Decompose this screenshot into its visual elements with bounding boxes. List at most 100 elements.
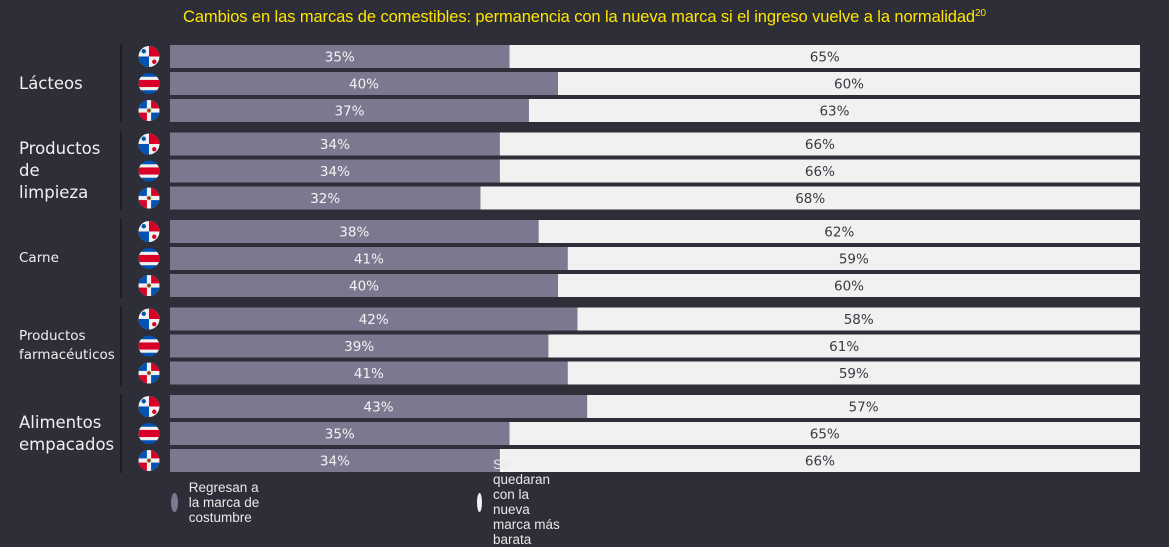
bar-segment-return — [170, 334, 549, 358]
flag-do-icon — [138, 187, 160, 209]
bar-segment-stay — [509, 45, 1140, 68]
data-label-stay: 58% — [844, 312, 874, 328]
group-divider — [120, 306, 122, 386]
bar-segment-stay — [499, 159, 1140, 183]
legend-swatch-return — [171, 492, 178, 512]
group-label-line: Productos — [19, 139, 101, 158]
bar-segment-return — [170, 361, 568, 385]
data-label-stay: 59% — [839, 252, 869, 268]
bar-segment-stay — [499, 132, 1140, 156]
data-label-return: 40% — [349, 279, 379, 295]
bar-segment-return — [170, 132, 500, 156]
group-label-line: Lácteos — [19, 73, 83, 93]
data-label-return: 34% — [320, 164, 350, 180]
bar-segment-stay — [548, 334, 1140, 358]
flag-cr-icon — [138, 423, 160, 444]
legend-item-return: Regresan a la marca de costumbre — [171, 480, 264, 525]
flag-do-icon — [138, 275, 160, 296]
stacked-bar-chart: 35% 65% 40% 60% 37% 63% 34% 66% 34% 66% 32% 68% 38% 6… — [120, 44, 1140, 473]
group-divider — [120, 131, 122, 211]
bar-segment-return — [170, 45, 510, 68]
flag-pa-icon — [138, 308, 160, 330]
flag-do-icon — [138, 450, 160, 471]
group-label: Productos de limpieza — [19, 138, 100, 204]
bar-segment-return — [170, 274, 558, 297]
flag-pa-icon — [138, 221, 160, 242]
flag-cr-icon — [138, 335, 160, 357]
group-label: Productos farmacéuticos — [19, 327, 115, 365]
group-divider — [120, 219, 122, 298]
data-label-stay: 60% — [834, 77, 864, 93]
group-label: Alimentos empacados — [19, 412, 114, 456]
bar-segment-stay — [499, 449, 1140, 472]
bar-segment-stay — [577, 307, 1140, 331]
group-divider — [120, 394, 122, 473]
data-label-stay: 65% — [810, 50, 840, 66]
flag-do-icon — [138, 100, 160, 121]
group-label-line: Carne — [19, 250, 59, 266]
data-label-return: 41% — [354, 252, 384, 268]
legend-swatch-stay — [477, 492, 482, 512]
bar-segment-return — [170, 159, 500, 183]
data-label-return: 39% — [344, 339, 374, 355]
data-label-stay: 59% — [839, 366, 869, 382]
flag-do-icon — [138, 362, 160, 384]
chart-title-text: Cambios en las marcas de comestibles: pe… — [183, 8, 976, 26]
data-label-stay: 63% — [819, 104, 849, 120]
data-label-return: 32% — [310, 191, 340, 207]
bar-segment-stay — [567, 247, 1140, 270]
legend-item-stay: Se quedaran con la nueva marca más barat… — [477, 457, 564, 547]
data-label-stay: 65% — [810, 427, 840, 443]
group-label-line: de — [19, 161, 40, 180]
flag-pa-icon — [138, 133, 160, 155]
data-label-return: 34% — [320, 454, 350, 470]
data-label-return: 40% — [349, 77, 379, 93]
data-label-stay: 61% — [829, 339, 859, 355]
bar-segment-stay — [558, 72, 1140, 95]
data-label-stay: 68% — [795, 191, 825, 207]
bar-segment-return — [170, 72, 558, 95]
bar-segment-stay — [538, 220, 1140, 243]
group-divider — [120, 44, 122, 123]
bar-segment-stay — [509, 422, 1140, 445]
data-label-stay: 57% — [849, 400, 879, 416]
bar-segment-return — [170, 99, 529, 122]
group-label-line: farmacéuticos — [19, 347, 115, 363]
group-label: Carne — [19, 249, 59, 268]
data-label-stay: 62% — [824, 225, 854, 241]
legend-label-stay: Se quedaran con la nueva marca más barat… — [493, 457, 560, 547]
bar-segment-return — [170, 220, 539, 243]
data-label-return: 41% — [354, 366, 384, 382]
bar-segment-stay — [528, 99, 1140, 122]
footnote-marker: 20 — [975, 8, 986, 19]
data-label-stay: 66% — [805, 137, 835, 153]
data-label-return: 42% — [359, 312, 389, 328]
bar-segment-stay — [587, 395, 1140, 418]
group-label: Lácteos — [19, 73, 83, 95]
bar-segment-stay — [558, 274, 1140, 297]
bar-segment-stay — [567, 361, 1140, 385]
group-label-line: Alimentos — [19, 412, 102, 432]
flag-cr-icon — [138, 248, 160, 269]
flag-cr-icon — [138, 73, 160, 94]
data-label-return: 38% — [339, 225, 369, 241]
bar-segment-return — [170, 449, 500, 472]
group-label-line: Productos — [19, 328, 86, 344]
group-label-line: empacados — [19, 434, 115, 454]
group-label-line: limpieza — [19, 183, 89, 202]
data-label-stay: 66% — [805, 454, 835, 470]
flag-pa-icon — [138, 396, 160, 417]
data-label-return: 43% — [364, 400, 394, 416]
bar-segment-return — [170, 186, 481, 210]
bar-segment-return — [170, 307, 578, 331]
data-label-return: 34% — [320, 137, 350, 153]
flag-cr-icon — [138, 160, 160, 182]
data-label-stay: 60% — [834, 279, 864, 295]
data-label-return: 37% — [334, 104, 364, 120]
data-label-return: 35% — [325, 50, 355, 66]
bar-segment-stay — [480, 186, 1140, 210]
data-label-stay: 66% — [805, 164, 835, 180]
bar-segment-return — [170, 422, 510, 445]
bar-segment-return — [170, 247, 568, 270]
legend-label-return: Regresan a la marca de costumbre — [188, 479, 260, 525]
